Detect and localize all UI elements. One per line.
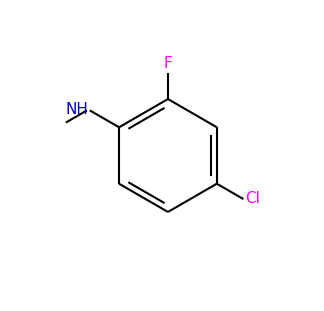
Text: NH: NH (65, 102, 88, 117)
Text: Cl: Cl (245, 191, 260, 206)
Text: F: F (164, 56, 172, 72)
